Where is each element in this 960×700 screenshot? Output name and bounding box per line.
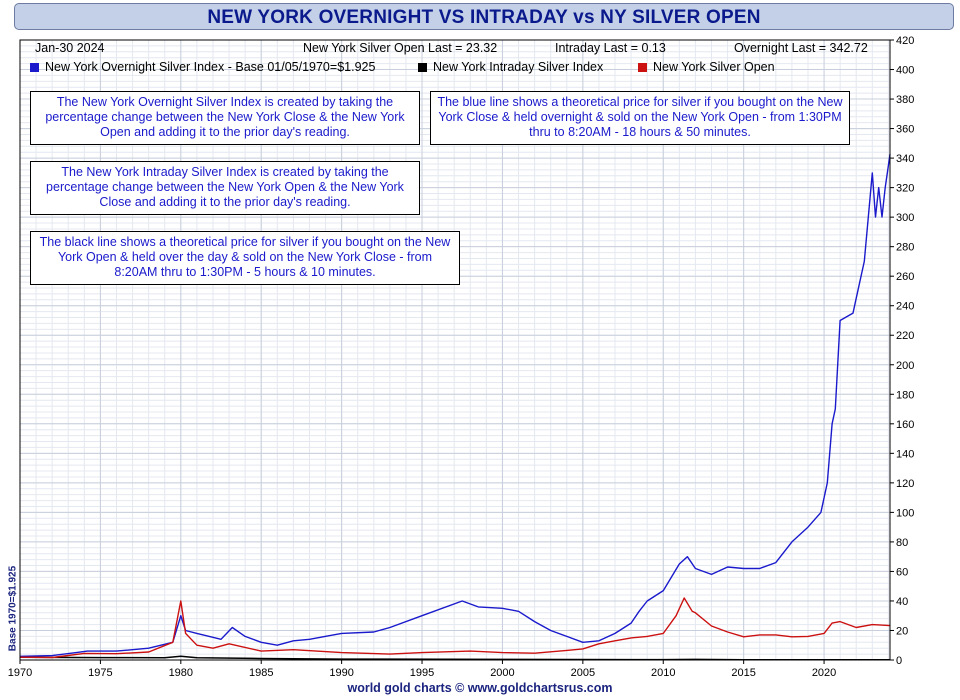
y-tick-label: 160 <box>896 419 914 431</box>
chart-title: NEW YORK OVERNIGHT VS INTRADAY vs NY SIL… <box>207 7 761 28</box>
legend-item-open: New York Silver Open <box>638 60 775 74</box>
y-tick-label: 140 <box>896 448 914 460</box>
legend-label-open: New York Silver Open <box>653 60 775 74</box>
footer-credit: world gold charts © www.goldchartsrus.co… <box>347 681 613 695</box>
note-intraday-definition: The New York Intraday Silver Index is cr… <box>30 161 420 215</box>
y-tick-label: 320 <box>896 183 914 195</box>
series-line-2 <box>19 597 891 659</box>
header-intraday: Intraday Last = 0.13 <box>555 41 666 55</box>
x-tick-label: 1990 <box>329 667 353 679</box>
y-axis-base-label: Base 1970=$1.925 <box>7 565 19 652</box>
legend-swatch-red <box>638 62 647 72</box>
y-tick-label: 280 <box>896 242 914 254</box>
y-tick-label: 340 <box>896 153 914 165</box>
note-overnight-definition: The New York Overnight Silver Index is c… <box>30 91 420 145</box>
y-tick-label: 260 <box>896 271 914 283</box>
y-tick-label: 100 <box>896 507 914 519</box>
y-tick-label: 380 <box>896 94 914 106</box>
y-tick-label: 220 <box>896 330 914 342</box>
y-tick-label: 80 <box>896 537 908 549</box>
x-tick-label: 1985 <box>249 667 273 679</box>
legend-swatch-black <box>418 62 427 72</box>
y-tick-label: 400 <box>896 65 914 77</box>
y-tick-label: 200 <box>896 360 914 372</box>
header-silver-open: New York Silver Open Last = 23.32 <box>303 41 498 55</box>
header-overnight: Overnight Last = 342.72 <box>734 41 868 55</box>
x-tick-label: 2010 <box>651 667 675 679</box>
y-tick-label: 180 <box>896 389 914 401</box>
note-black-line: The black line shows a theoretical price… <box>30 231 460 285</box>
x-tick-label: 2015 <box>731 667 755 679</box>
legend-swatch-blue <box>30 62 39 72</box>
x-tick-label: 2000 <box>490 667 514 679</box>
x-tick-label: 1995 <box>410 667 434 679</box>
y-tick-label: 120 <box>896 478 914 490</box>
x-tick-label: 2005 <box>571 667 595 679</box>
header-date: Jan-30 2024 <box>35 41 105 55</box>
y-tick-label: 300 <box>896 212 914 224</box>
legend-label-intraday: New York Intraday Silver Index <box>433 60 604 74</box>
axis-layer: 0 20 40 60 80 100 120 140 160 180 200 220 240 260 280 3… <box>8 35 915 679</box>
y-tick-label: 420 <box>896 35 914 47</box>
legend-item-overnight: New York Overnight Silver Index - Base 0… <box>30 60 375 74</box>
x-tick-label: 1970 <box>8 667 32 679</box>
plot-border <box>19 39 891 661</box>
x-tick-label: 2020 <box>812 667 836 679</box>
y-tick-label: 0 <box>896 655 902 667</box>
y-tick-label: 40 <box>896 596 908 608</box>
y-tick-label: 360 <box>896 124 914 136</box>
series-line-0 <box>19 154 891 657</box>
legend-label-overnight: New York Overnight Silver Index - Base 0… <box>45 60 376 74</box>
x-tick-label: 1975 <box>88 667 112 679</box>
note-blue-line: The blue line shows a theoretical price … <box>430 91 850 145</box>
legend-item-intraday: New York Intraday Silver Index <box>418 60 603 74</box>
y-tick-label: 240 <box>896 301 914 313</box>
y-tick-label: 20 <box>896 625 908 637</box>
title-bar: NEW YORK OVERNIGHT VS INTRADAY vs NY SIL… <box>14 3 954 30</box>
x-tick-label: 1980 <box>169 667 193 679</box>
y-tick-label: 60 <box>896 566 908 578</box>
